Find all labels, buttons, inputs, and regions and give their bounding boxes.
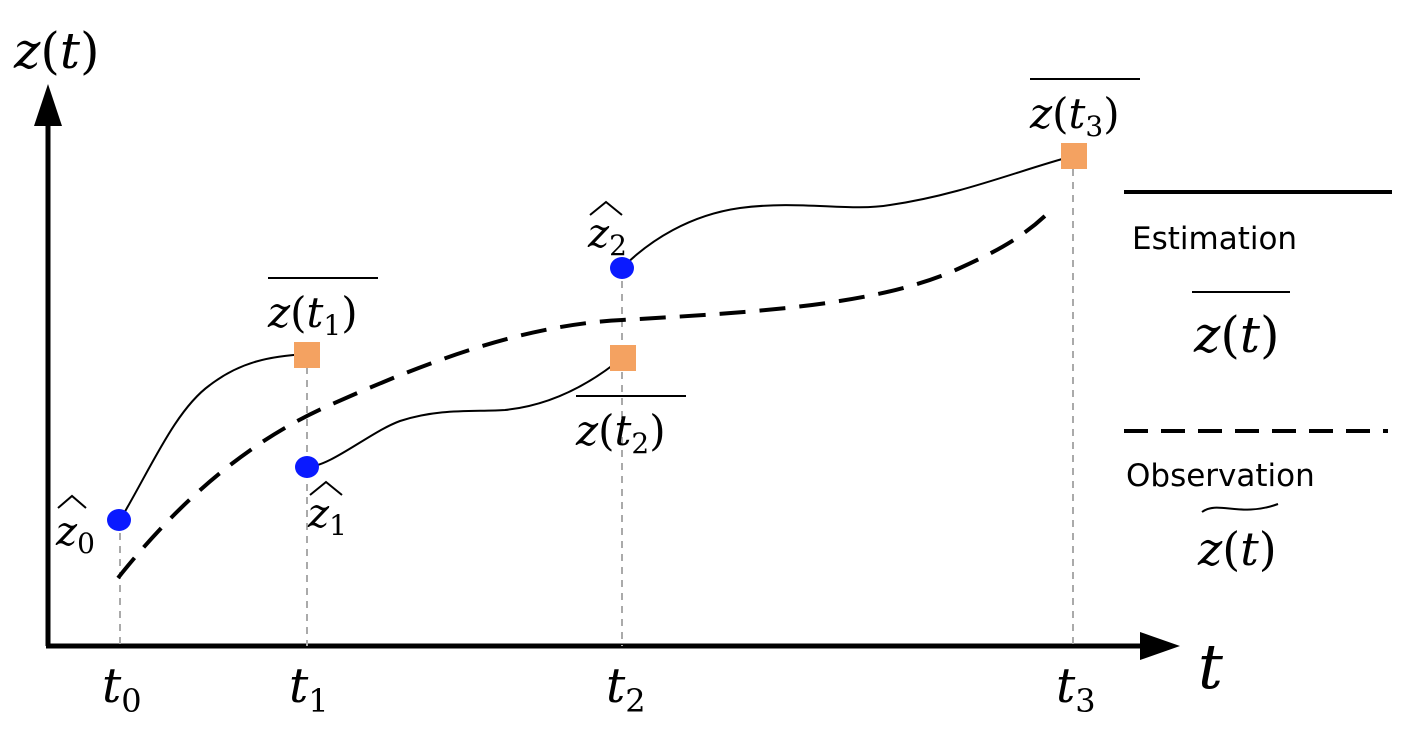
legend-estimation-label: Estimation: [1132, 221, 1297, 257]
estimate-labels: z0 z1 z2: [55, 200, 627, 560]
estimate-point-1: [295, 456, 319, 478]
y-axis-arrowhead: [34, 84, 62, 126]
y-axis-label: z(t): [13, 22, 99, 80]
svg-text:z(t1): z(t1): [267, 288, 358, 342]
estimation-segment-1: [119, 353, 308, 521]
prediction-labels: z(t1) z(t2) z(t3): [267, 78, 1140, 460]
tick-label-t2: t2: [606, 658, 646, 720]
hat-mark-2: [589, 200, 623, 216]
prediction-label-3: z(t3): [1029, 78, 1140, 143]
svg-text:z(t): z(t): [1197, 522, 1277, 576]
guide-lines: [119, 156, 1074, 646]
tick-label-t0: t0: [102, 658, 142, 720]
legend-observation-symbol: z(t): [1197, 503, 1279, 576]
x-axis-arrowhead: [1140, 632, 1180, 660]
prediction-point-1: [294, 342, 320, 368]
legend-observation-label: Observation: [1126, 458, 1315, 494]
svg-text:z0: z0: [55, 509, 95, 560]
svg-text:z1: z1: [307, 491, 347, 542]
estimate-label-2: z2: [587, 200, 627, 262]
svg-text:z(t2): z(t2): [575, 406, 666, 460]
legend-estimation-symbol: z(t): [1192, 291, 1290, 364]
legend: Estimation z(t) Observation z(t): [1124, 190, 1392, 576]
prediction-label-2: z(t2): [575, 395, 686, 460]
observation-curve: [116, 212, 1049, 580]
estimation-segment-3: [621, 155, 1074, 269]
estimate-label-1: z1: [307, 480, 347, 542]
prediction-points: [294, 143, 1087, 371]
tick-label-t1: t1: [289, 658, 329, 720]
svg-text:z2: z2: [587, 211, 627, 262]
hat-mark-1: [309, 480, 343, 496]
estimate-label-0: z0: [55, 494, 95, 560]
prediction-point-2: [610, 345, 636, 371]
prediction-label-1: z(t1): [267, 277, 378, 342]
estimate-point-0: [107, 509, 131, 531]
axes: [34, 84, 1180, 660]
tick-label-t3: t3: [1056, 658, 1096, 720]
hat-mark-0: [57, 494, 87, 509]
prediction-point-3: [1061, 143, 1087, 169]
legend-tilde-mark: [1201, 503, 1279, 513]
estimation-curves: [119, 155, 1074, 521]
estimation-segment-2: [306, 357, 623, 468]
estimate-points: [107, 257, 634, 531]
estimate-point-2: [610, 257, 634, 279]
svg-text:z(t): z(t): [1193, 306, 1279, 364]
svg-text:z(t3): z(t3): [1029, 89, 1120, 143]
x-axis-label: t: [1198, 630, 1223, 703]
tick-labels: t0 t1 t2 t3: [102, 658, 1096, 720]
